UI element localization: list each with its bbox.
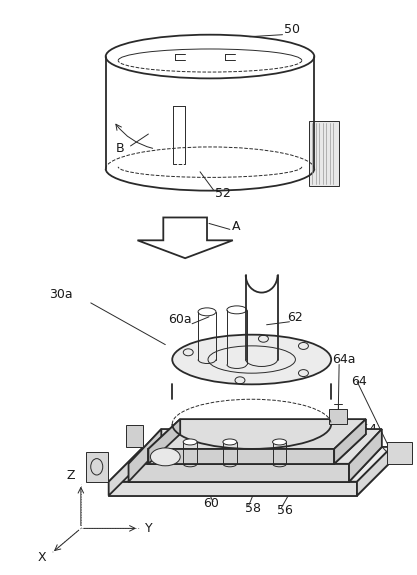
Polygon shape bbox=[148, 449, 334, 464]
Text: 56: 56 bbox=[276, 504, 292, 517]
Ellipse shape bbox=[172, 335, 331, 384]
Polygon shape bbox=[329, 409, 347, 424]
Polygon shape bbox=[148, 419, 366, 449]
Ellipse shape bbox=[227, 306, 247, 314]
Polygon shape bbox=[109, 461, 392, 496]
Ellipse shape bbox=[223, 439, 237, 445]
Text: B: B bbox=[116, 143, 124, 155]
Polygon shape bbox=[128, 464, 349, 482]
Text: 50: 50 bbox=[284, 23, 301, 36]
Text: 62: 62 bbox=[287, 311, 303, 324]
Text: A: A bbox=[232, 220, 240, 233]
Polygon shape bbox=[349, 429, 382, 482]
Text: 64a: 64a bbox=[332, 353, 356, 366]
Polygon shape bbox=[148, 434, 366, 464]
Polygon shape bbox=[128, 429, 382, 464]
Polygon shape bbox=[86, 452, 108, 482]
Polygon shape bbox=[109, 447, 392, 482]
Text: 64: 64 bbox=[351, 375, 367, 388]
Text: 58: 58 bbox=[245, 502, 261, 515]
Text: Z: Z bbox=[67, 469, 75, 482]
Text: X: X bbox=[38, 551, 47, 565]
Polygon shape bbox=[109, 447, 143, 496]
Text: 60a: 60a bbox=[168, 313, 192, 326]
Text: 52: 52 bbox=[215, 187, 231, 200]
Ellipse shape bbox=[106, 34, 314, 78]
Polygon shape bbox=[357, 447, 392, 496]
Ellipse shape bbox=[151, 448, 180, 466]
Text: 60: 60 bbox=[203, 497, 219, 510]
Polygon shape bbox=[309, 121, 339, 186]
Polygon shape bbox=[126, 425, 143, 447]
Polygon shape bbox=[109, 482, 357, 496]
Polygon shape bbox=[138, 217, 233, 258]
Polygon shape bbox=[128, 447, 382, 482]
Text: 54: 54 bbox=[361, 423, 377, 435]
Polygon shape bbox=[387, 442, 412, 464]
Ellipse shape bbox=[273, 439, 286, 445]
Ellipse shape bbox=[183, 439, 197, 445]
Polygon shape bbox=[128, 429, 161, 482]
Text: Y: Y bbox=[145, 522, 153, 535]
Polygon shape bbox=[148, 419, 180, 464]
Text: 30a: 30a bbox=[49, 289, 73, 301]
Polygon shape bbox=[334, 419, 366, 464]
Ellipse shape bbox=[198, 308, 216, 316]
